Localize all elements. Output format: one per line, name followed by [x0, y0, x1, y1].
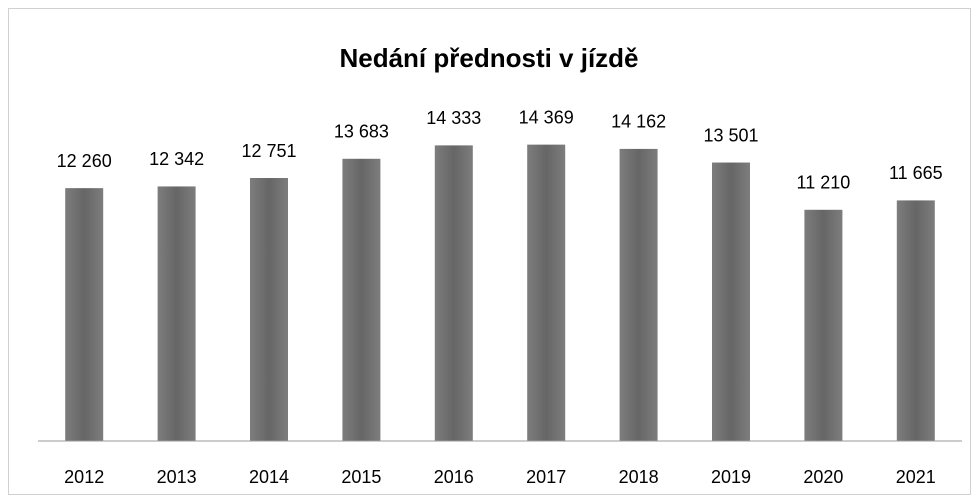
x-tick-label: 2020: [803, 467, 843, 487]
bar: [157, 186, 196, 441]
bar: [434, 145, 473, 441]
bar: [712, 162, 750, 441]
value-label: 12 751: [241, 141, 296, 161]
bar: [804, 209, 843, 441]
value-label: 14 162: [611, 112, 666, 132]
x-tick-label: 2021: [896, 467, 936, 487]
bar: [65, 188, 104, 441]
x-tick-label: 2019: [711, 467, 751, 487]
value-label: 13 501: [703, 125, 758, 145]
value-label: 12 260: [57, 151, 112, 171]
value-label: 11 210: [797, 173, 851, 193]
bar: [342, 158, 381, 441]
x-tick-label: 2017: [526, 467, 566, 487]
chart-title: Nedání přednosti v jízdě: [339, 43, 638, 73]
x-tick-label: 2014: [249, 467, 289, 487]
bar: [896, 200, 935, 441]
bar: [250, 178, 288, 441]
value-label: 14 369: [519, 107, 574, 127]
x-tick-label: 2012: [64, 467, 104, 487]
x-tick-label: 2016: [434, 467, 474, 487]
value-label: 14 333: [426, 108, 481, 128]
bar: [619, 148, 658, 441]
value-label: 13 683: [334, 122, 389, 142]
value-label: 12 342: [149, 149, 204, 169]
x-tick-label: 2018: [619, 467, 659, 487]
x-tick-label: 2015: [341, 467, 381, 487]
bar: [527, 144, 566, 441]
value-label: 11 665: [889, 163, 943, 183]
x-tick-label: 2013: [157, 467, 197, 487]
